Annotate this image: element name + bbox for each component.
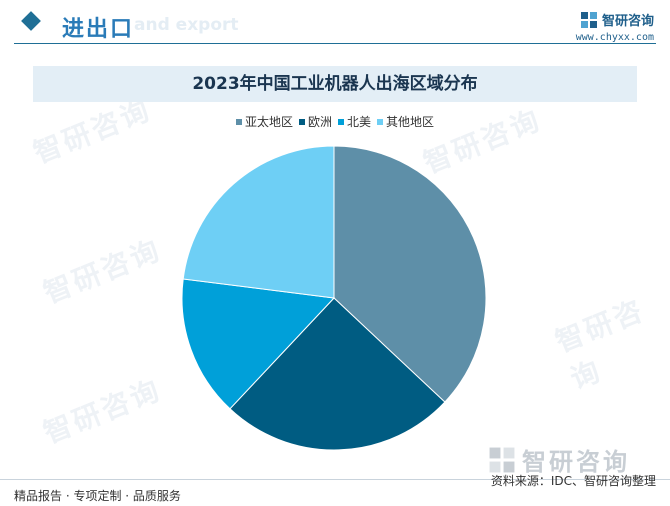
- legend-label: 欧洲: [307, 115, 332, 129]
- header-divider: [14, 43, 656, 44]
- legend-label: 亚太地区: [244, 115, 293, 129]
- source-note: 资料来源：IDC、智研咨询整理: [490, 474, 656, 488]
- legend-swatch: [338, 118, 344, 125]
- watermark-logo-text: 智研咨询: [522, 448, 630, 476]
- legend-item: 北美: [338, 113, 371, 130]
- header: 进出口 and export 智研咨询 www.chyxx.com: [0, 0, 670, 50]
- legend-swatch: [298, 118, 305, 125]
- brand: 智研咨询 www.chyxx.com: [576, 10, 654, 43]
- footer-tagline: 精品报告 · 专项定制 · 品质服务: [14, 489, 181, 503]
- watermark-logo: 智研咨询: [488, 442, 630, 477]
- pie-slice: [181, 278, 336, 410]
- brand-name: 智研咨询: [601, 14, 654, 29]
- pie-slice: [333, 145, 487, 403]
- footer-divider: [0, 479, 670, 480]
- brand-url: www.chyxx.com: [575, 32, 654, 43]
- legend-label: 北美: [347, 115, 372, 129]
- legend-item: 欧洲: [298, 113, 332, 130]
- pie-slice: [182, 145, 335, 299]
- legend-item: 亚太地区: [235, 113, 293, 130]
- legend-item: 其他地区: [377, 113, 434, 130]
- legend-label: 其他地区: [386, 115, 435, 129]
- chart-legend: 亚太地区 欧洲 北美 其他地区: [0, 113, 670, 130]
- chart-title: 2023年中国工业机器人出海区域分布: [33, 66, 637, 102]
- legend-swatch: [235, 118, 242, 125]
- chyxx-logo-icon: [489, 447, 515, 472]
- section-subtitle: and export: [134, 15, 239, 35]
- legend-swatch: [377, 118, 384, 125]
- pie-slice: [229, 297, 446, 451]
- section-title: 进出口: [62, 17, 135, 42]
- chyxx-logo-icon: [580, 11, 597, 28]
